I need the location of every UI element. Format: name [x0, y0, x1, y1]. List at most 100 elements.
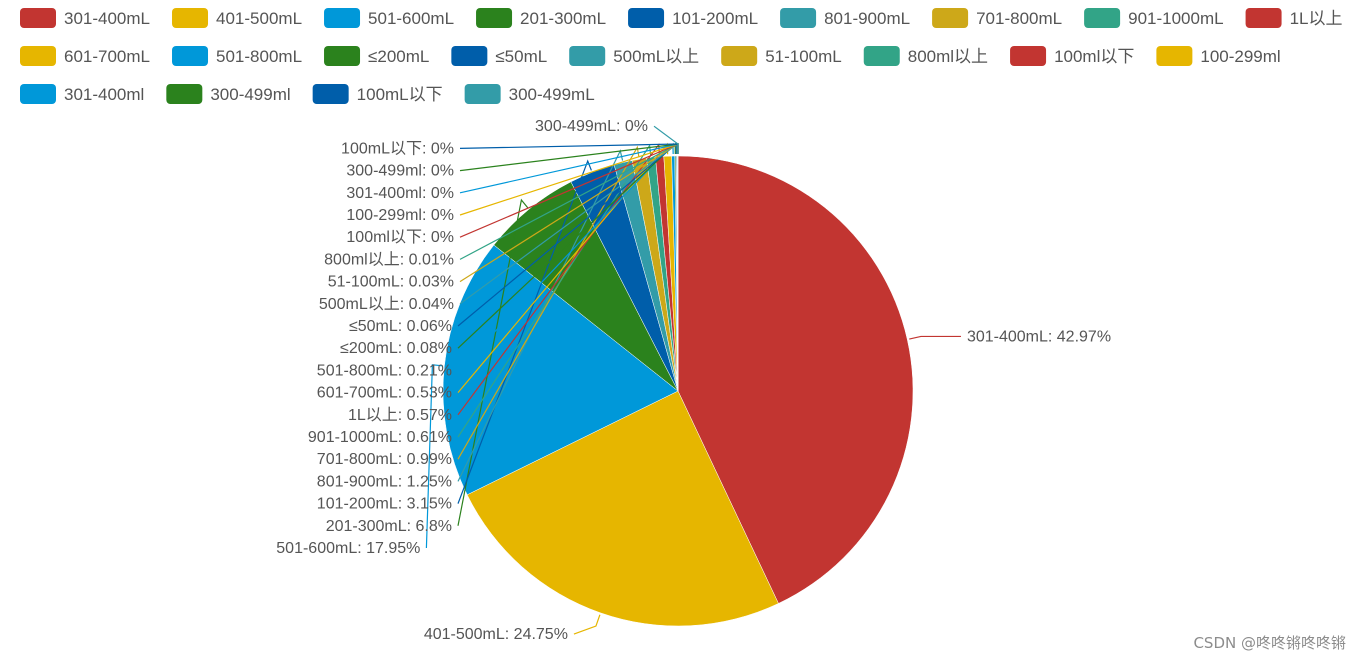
legend-item[interactable]: 300-499ml — [166, 84, 291, 104]
legend-item[interactable]: ≤50mL — [451, 46, 547, 66]
slice-label: 401-500mL: 24.75% — [424, 626, 568, 643]
legend-swatch — [172, 8, 209, 28]
legend-swatch — [20, 46, 56, 66]
legend-label: 601-700mL — [64, 47, 150, 66]
legend-label: 300-499ml — [210, 85, 290, 104]
legend-label: 501-600mL — [368, 9, 454, 28]
legend-label: 401-500mL — [216, 9, 302, 28]
legend-swatch — [1245, 8, 1282, 28]
legend-label: ≤200mL — [368, 47, 429, 66]
slice-label: 501-800mL: 0.21% — [317, 362, 452, 379]
label-line — [457, 145, 640, 460]
legend-item[interactable]: 201-300mL — [476, 8, 606, 28]
legend-swatch — [451, 46, 488, 66]
legend: 301-400mL 401-500mL 501-600mL 201-300mL 101-… — [20, 8, 1343, 104]
legend-label: 801-900mL — [824, 9, 910, 28]
legend-swatch — [166, 84, 203, 104]
legend-item[interactable]: 51-100mL — [721, 46, 842, 66]
legend-label: 101-200mL — [672, 9, 758, 28]
legend-swatch — [1084, 8, 1121, 28]
legend-swatch — [172, 46, 209, 66]
label-line — [573, 614, 601, 635]
legend-item[interactable]: 701-800mL — [932, 8, 1062, 28]
label-line — [457, 143, 652, 438]
legend-item[interactable]: 800ml以上 — [863, 46, 988, 66]
label-line — [457, 198, 529, 526]
legend-swatch — [863, 46, 900, 66]
legend-swatch — [20, 84, 56, 104]
legend-swatch — [464, 84, 501, 104]
legend-item[interactable]: 901-1000mL — [1084, 8, 1224, 28]
slice-label: 101-200mL: 3.15% — [317, 496, 452, 513]
legend-label: 901-1000mL — [1128, 9, 1223, 28]
legend-item[interactable]: 101-200mL — [628, 8, 758, 28]
slice-label: 51-100mL: 0.03% — [328, 274, 454, 291]
legend-swatch — [1010, 46, 1047, 66]
slice-label: 801-900mL: 1.25% — [317, 473, 452, 490]
legend-swatch — [20, 8, 56, 28]
slice-label: ≤50mL: 0.06% — [349, 318, 452, 335]
slice-label: 300-499ml: 0% — [346, 163, 454, 180]
slice-label: 601-700mL: 0.53% — [317, 385, 452, 402]
slice-label: 701-800mL: 0.99% — [317, 451, 452, 468]
slice-label: 1L以上: 0.57% — [348, 406, 452, 424]
legend-item[interactable]: 301-400ml — [20, 84, 144, 104]
legend-item[interactable]: 601-700mL — [20, 46, 150, 66]
legend-item[interactable]: ≤200mL — [324, 46, 429, 66]
slice-label: ≤200mL: 0.08% — [340, 340, 452, 357]
legend-label: 500mL以上 — [613, 47, 699, 66]
legend-label: 300-499mL — [509, 85, 595, 104]
label-line — [457, 159, 592, 504]
legend-label: 800ml以上 — [908, 47, 988, 66]
pie-slices — [442, 155, 914, 627]
legend-swatch — [628, 8, 665, 28]
legend-label: 301-400ml — [64, 85, 144, 104]
slice-label: 201-300mL: 6.8% — [326, 518, 452, 535]
watermark: CSDN @咚咚锵咚咚锵 — [1193, 634, 1346, 652]
legend-swatch — [476, 8, 513, 28]
legend-item[interactable]: 300-499mL — [464, 84, 595, 104]
pie-slice[interactable] — [677, 155, 914, 604]
legend-swatch — [1156, 46, 1193, 66]
slice-label: 100mL以下: 0% — [341, 140, 454, 157]
legend-item[interactable]: 501-800mL — [172, 46, 302, 66]
legend-item[interactable]: 100-299ml — [1156, 46, 1281, 66]
legend-swatch — [312, 84, 349, 104]
slice-label: 300-499mL: 0% — [535, 118, 648, 135]
legend-swatch — [324, 46, 361, 66]
legend-label: 100mL以下 — [357, 85, 443, 104]
legend-item[interactable]: 100mL以下 — [312, 84, 443, 104]
label-line — [425, 364, 443, 549]
legend-item[interactable]: 401-500mL — [172, 8, 302, 28]
legend-item[interactable]: 301-400mL — [20, 8, 150, 28]
legend-label: 701-800mL — [976, 9, 1062, 28]
label-line — [653, 125, 679, 154]
slice-label: 301-400mL: 42.97% — [967, 328, 1111, 345]
legend-swatch — [569, 46, 606, 66]
legend-item[interactable]: 100ml以下 — [1010, 46, 1134, 66]
slice-label: 800ml以上: 0.01% — [324, 250, 454, 268]
legend-label: 301-400mL — [64, 9, 150, 28]
legend-label: 1L以上 — [1290, 9, 1343, 28]
legend-swatch — [780, 8, 817, 28]
legend-label: ≤50mL — [495, 47, 547, 66]
legend-label: 501-800mL — [216, 47, 302, 66]
label-line — [909, 335, 961, 340]
slice-label: 500mL以上: 0.04% — [319, 295, 454, 313]
slice-label: 301-400ml: 0% — [346, 185, 454, 202]
legend-swatch — [721, 46, 758, 66]
legend-label: 100-299ml — [1200, 47, 1280, 66]
slice-labels: 301-400mL: 42.97% 401-500mL: 24.75% 501-60… — [276, 118, 1111, 643]
legend-swatch — [932, 8, 969, 28]
legend-label: 201-300mL — [520, 9, 606, 28]
legend-label: 51-100mL — [765, 47, 842, 66]
legend-item[interactable]: 801-900mL — [780, 8, 910, 28]
legend-swatch — [324, 8, 361, 28]
pie-slice[interactable] — [466, 390, 779, 627]
legend-item[interactable]: 501-600mL — [324, 8, 454, 28]
legend-item[interactable]: 500mL以上 — [569, 46, 699, 66]
slice-label: 100ml以下: 0% — [346, 229, 454, 246]
slice-label: 100-299ml: 0% — [346, 207, 454, 224]
slice-label: 901-1000mL: 0.61% — [308, 429, 452, 446]
legend-item[interactable]: 1L以上 — [1245, 8, 1343, 28]
